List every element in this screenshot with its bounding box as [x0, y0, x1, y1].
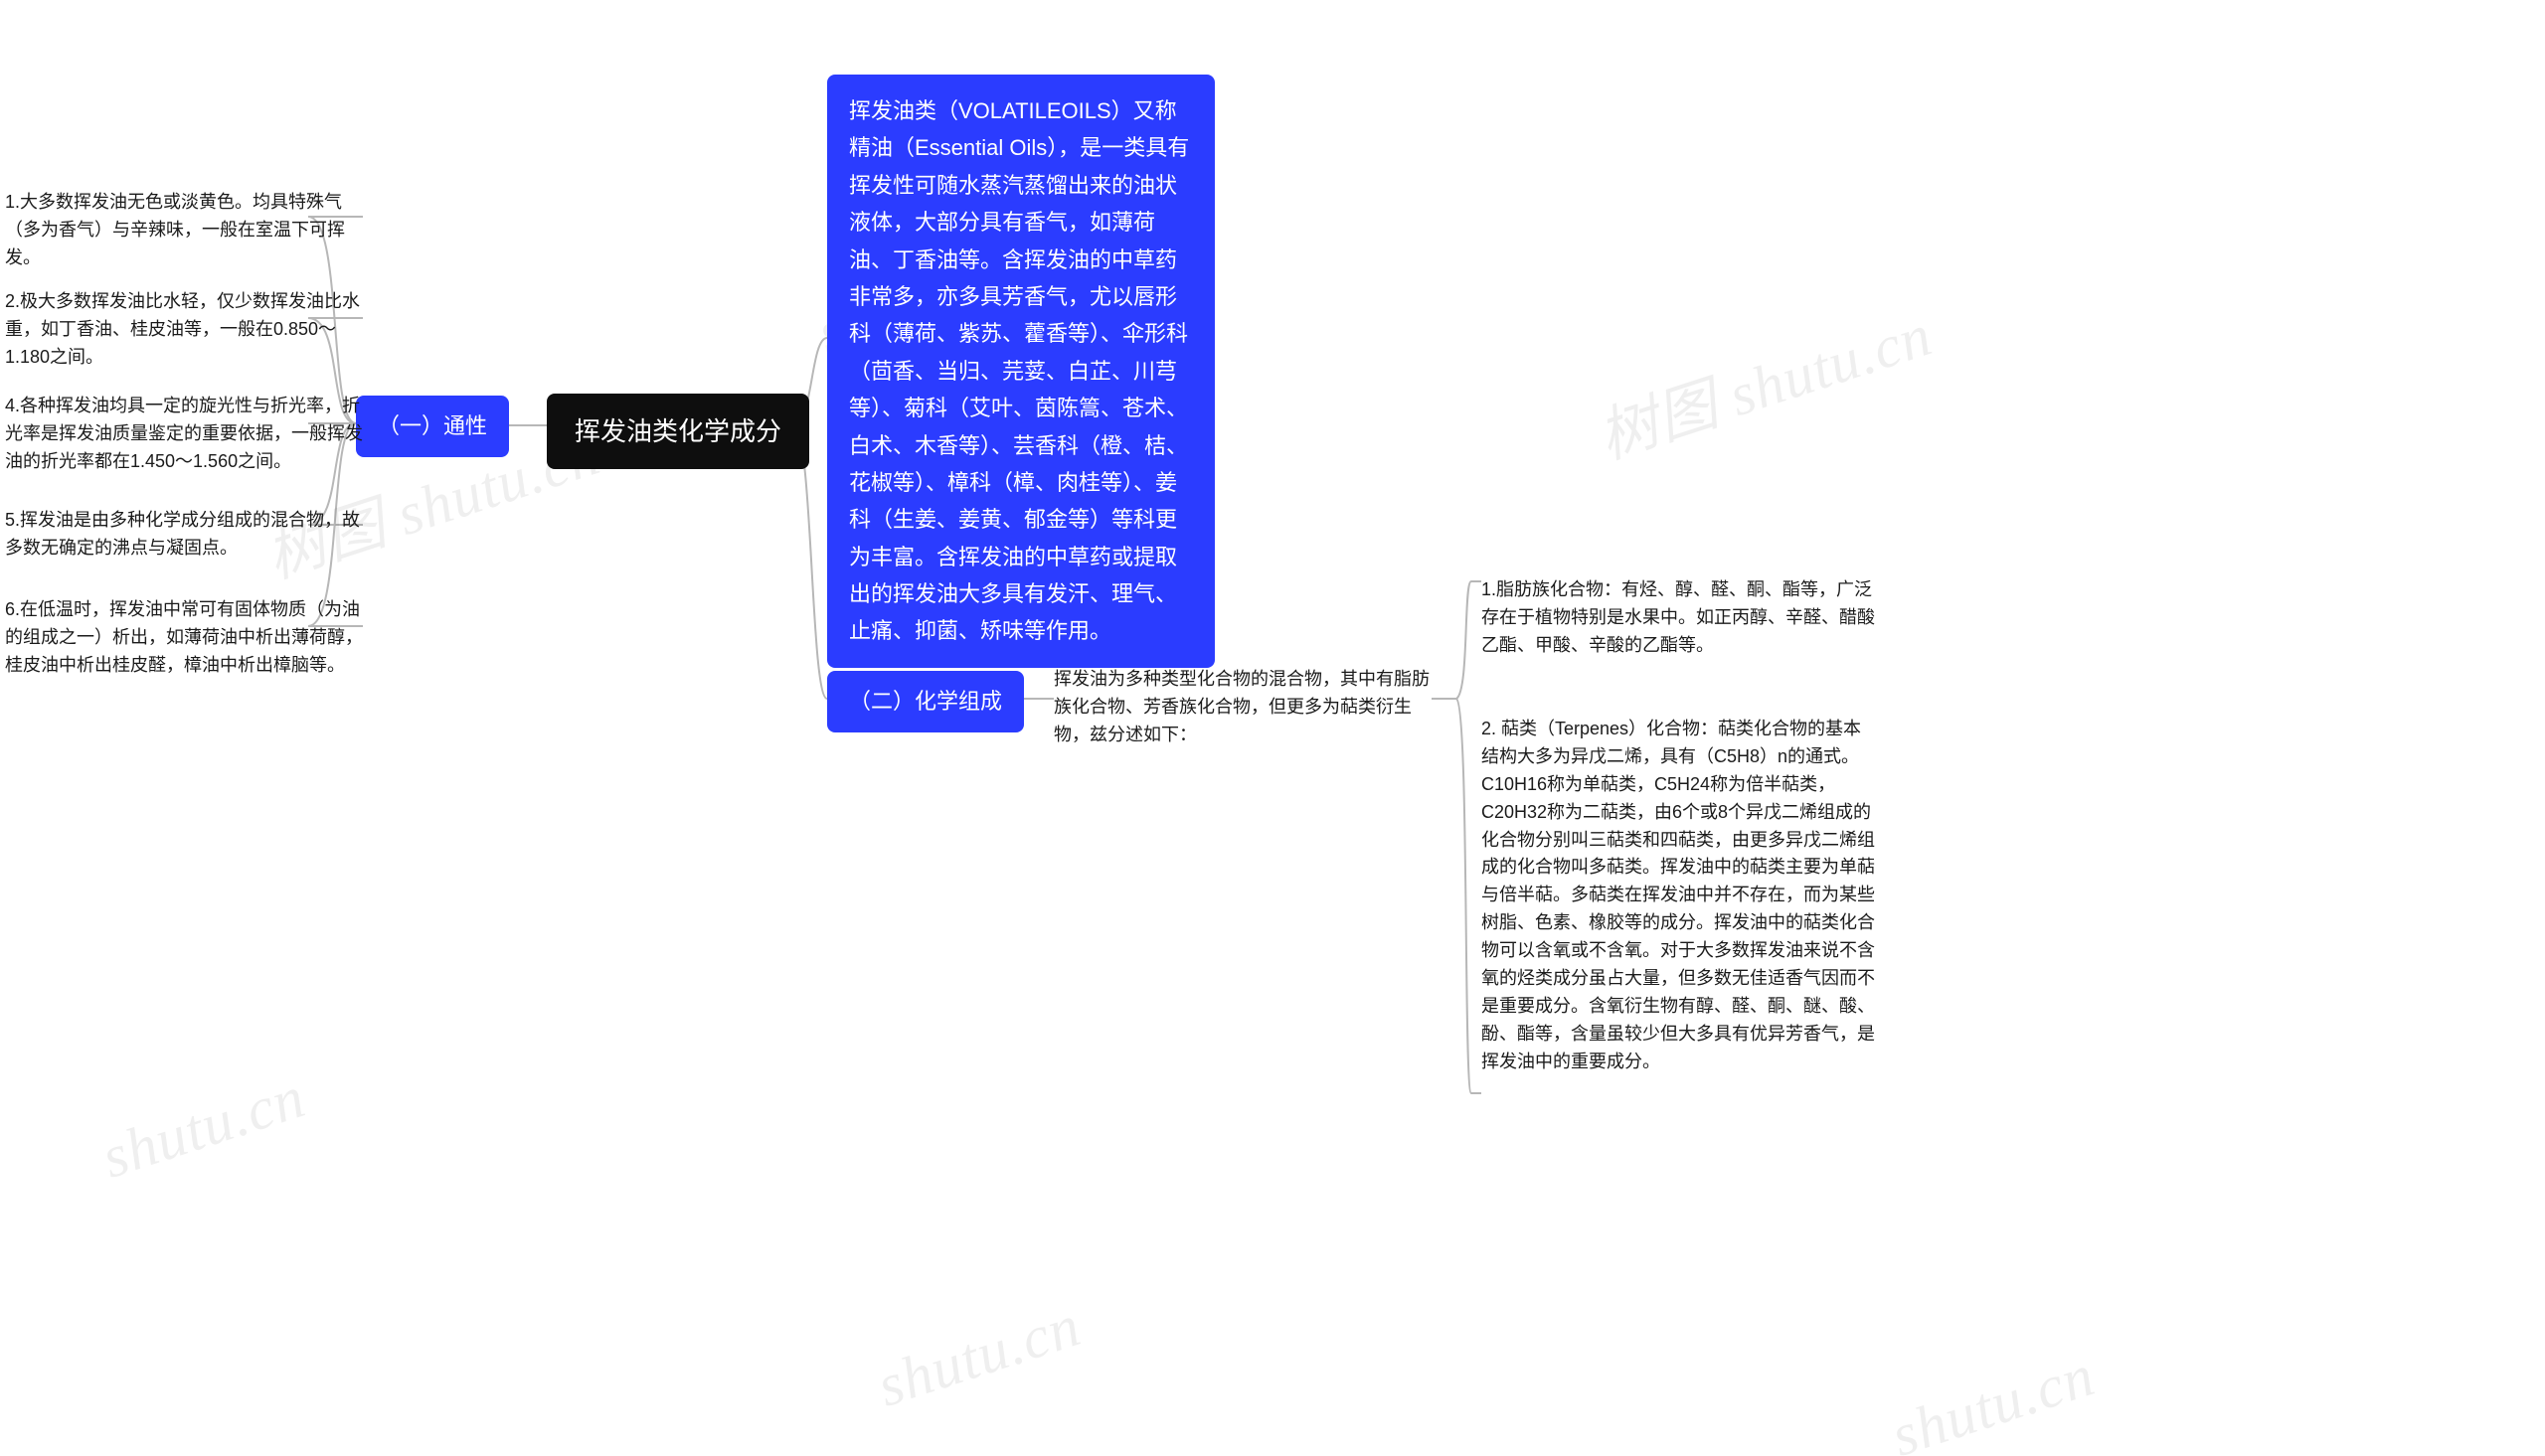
- leaf-terpenes[interactable]: 2. 萜类（Terpenes）化合物：萜类化合物的基本结构大多为异戊二烯，具有（…: [1481, 716, 1879, 1076]
- watermark: shutu.cn: [869, 1291, 1089, 1420]
- leaf-text: 1.大多数挥发油无色或淡黄色。均具特殊气（多为香气）与辛辣味，一般在室温下可挥发…: [5, 192, 345, 267]
- leaf-property-4[interactable]: 4.各种挥发油均具一定的旋光性与折光率，折光率是挥发油质量鉴定的重要依据，一般挥…: [5, 393, 363, 476]
- leaf-text: 2.极大多数挥发油比水轻，仅少数挥发油比水重，如丁香油、桂皮油等，一般在0.85…: [5, 291, 360, 367]
- leaf-property-1[interactable]: 1.大多数挥发油无色或淡黄色。均具特殊气（多为香气）与辛辣味，一般在室温下可挥发…: [5, 189, 363, 272]
- watermark: 树图 shutu.cn: [1586, 286, 1942, 475]
- leaf-text: 1.脂肪族化合物：有烃、醇、醛、酮、酯等，广泛存在于植物特别是水果中。如正丙醇、…: [1481, 579, 1875, 655]
- branch-general-properties[interactable]: （一）通性: [356, 396, 509, 457]
- watermark: shutu.cn: [93, 1062, 313, 1192]
- watermark: shutu.cn: [1883, 1341, 2103, 1456]
- leaf-property-5[interactable]: 5.挥发油是由多种化学成分组成的混合物，故多数无确定的沸点与凝固点。: [5, 507, 363, 563]
- leaf-text: 5.挥发油是由多种化学成分组成的混合物，故多数无确定的沸点与凝固点。: [5, 510, 360, 558]
- branch-label: （一）通性: [378, 413, 487, 438]
- branch-chemical-composition[interactable]: （二）化学组成: [827, 671, 1024, 732]
- leaf-text: 4.各种挥发油均具一定的旋光性与折光率，折光率是挥发油质量鉴定的重要依据，一般挥…: [5, 396, 363, 471]
- leaf-property-2[interactable]: 2.极大多数挥发油比水轻，仅少数挥发油比水重，如丁香油、桂皮油等，一般在0.85…: [5, 288, 363, 372]
- branch-label: （二）化学组成: [849, 689, 1002, 714]
- description-text: 挥发油类（VOLATILEOILS）又称精油（Essential Oils），是…: [849, 98, 1189, 643]
- leaf-composition-intro[interactable]: 挥发油为多种类型化合物的混合物，其中有脂肪族化合物、芳香族化合物，但更多为萜类衍…: [1054, 666, 1432, 749]
- leaf-text: 2. 萜类（Terpenes）化合物：萜类化合物的基本结构大多为异戊二烯，具有（…: [1481, 719, 1875, 1071]
- root-label: 挥发油类化学成分: [575, 416, 781, 446]
- leaf-aliphatic-compounds[interactable]: 1.脂肪族化合物：有烃、醇、醛、酮、酯等，广泛存在于植物特别是水果中。如正丙醇、…: [1481, 576, 1879, 660]
- leaf-text: 6.在低温时，挥发油中常可有固体物质（为油的组成之一）析出，如薄荷油中析出薄荷醇…: [5, 599, 363, 675]
- mindmap-canvas: 树图 shutu.cn shutu.cn 树图 shutu.cn shutu.c…: [0, 0, 2545, 1456]
- description-box[interactable]: 挥发油类（VOLATILEOILS）又称精油（Essential Oils），是…: [827, 75, 1215, 668]
- leaf-property-6[interactable]: 6.在低温时，挥发油中常可有固体物质（为油的组成之一）析出，如薄荷油中析出薄荷醇…: [5, 596, 363, 680]
- leaf-text: 挥发油为多种类型化合物的混合物，其中有脂肪族化合物、芳香族化合物，但更多为萜类衍…: [1054, 669, 1430, 744]
- root-node[interactable]: 挥发油类化学成分: [547, 394, 809, 469]
